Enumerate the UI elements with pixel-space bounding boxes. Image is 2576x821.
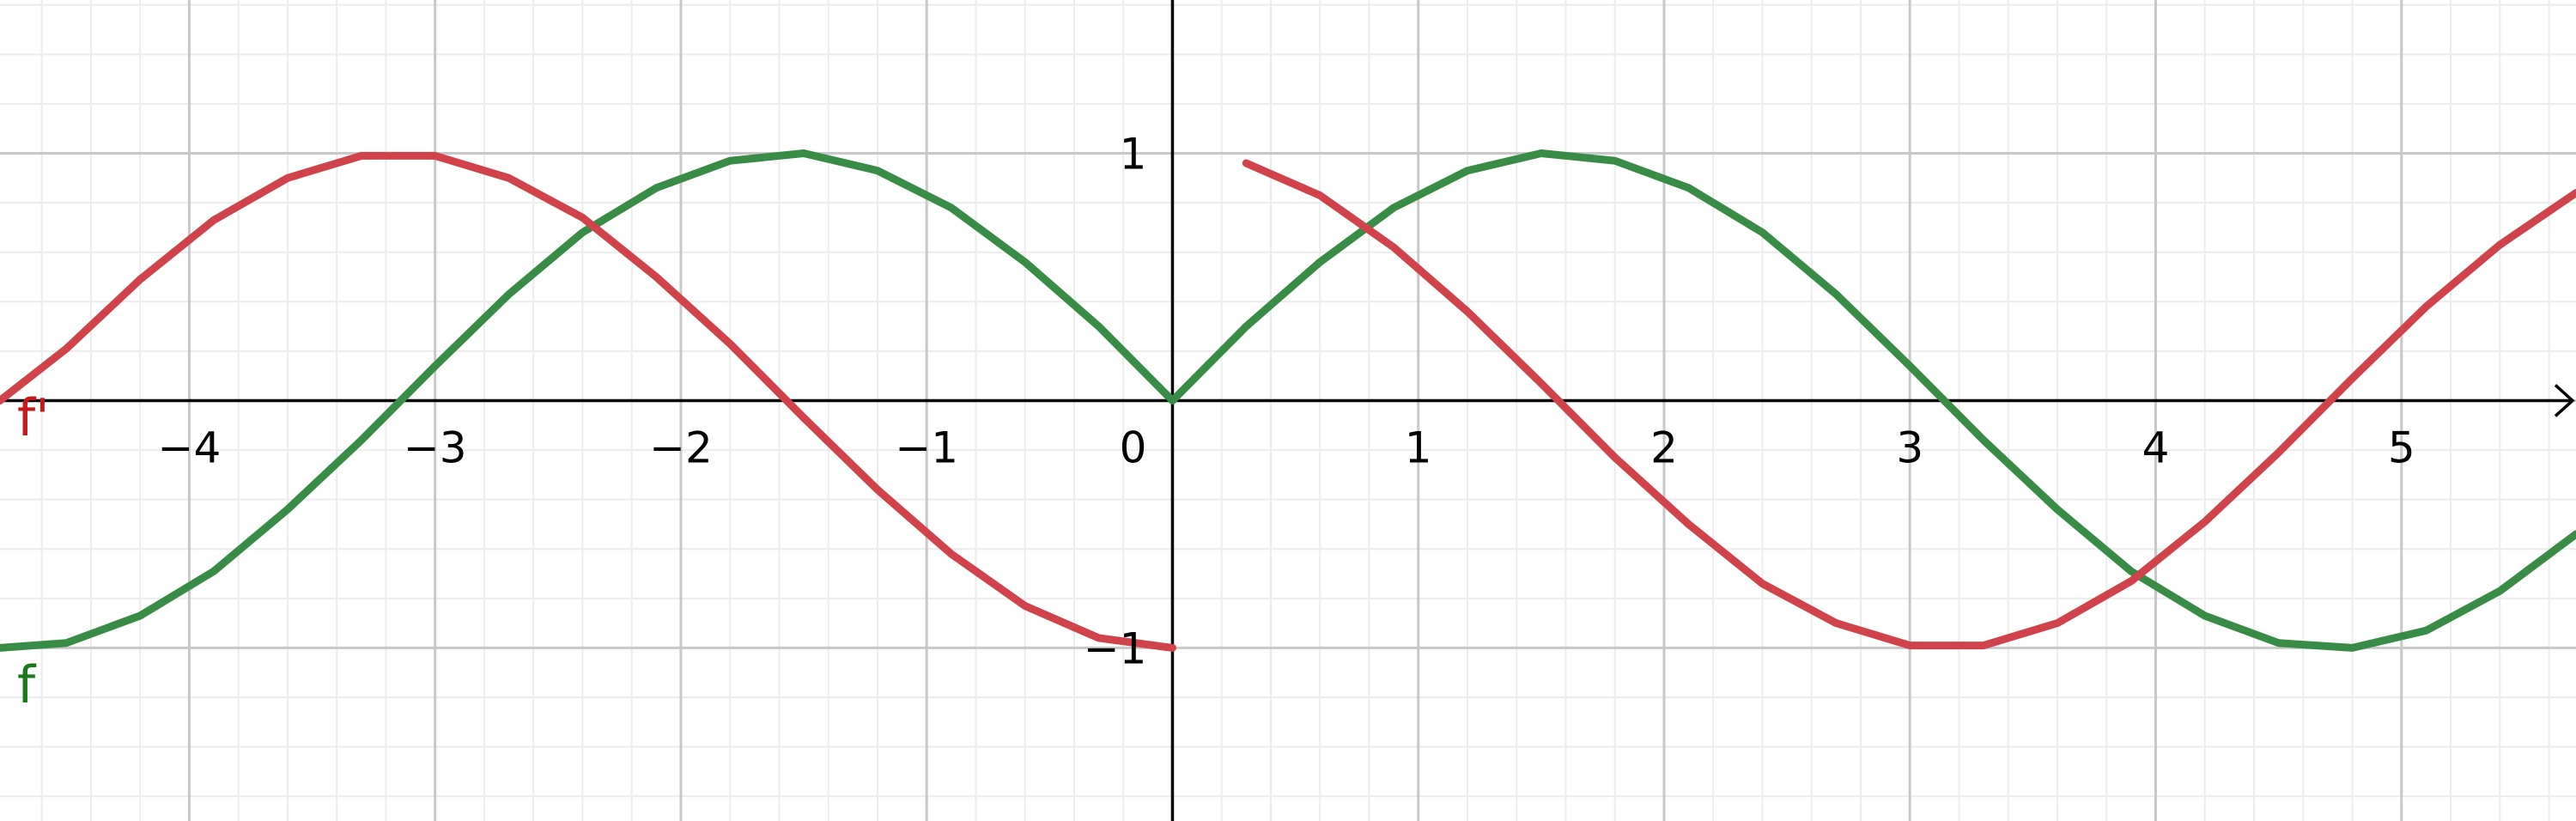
series-label-f: f xyxy=(17,655,37,715)
x-axis-arrow-icon xyxy=(2554,384,2575,417)
series-line-f-prime xyxy=(0,151,2576,652)
origin-label: 0 xyxy=(1120,423,1147,472)
series-layer xyxy=(0,149,2576,652)
series-labels: f f' xyxy=(17,388,50,715)
x-tick-label: −3 xyxy=(404,423,467,472)
tick-labels: −4 −3 −2 −1 1 2 3 4 5 0 1 −1 xyxy=(158,130,2415,674)
y-tick-label: 1 xyxy=(1120,130,1147,179)
series-line-f xyxy=(0,149,2576,652)
x-tick-label: 5 xyxy=(2388,423,2415,472)
series-label-f-prime: f' xyxy=(17,388,50,448)
x-tick-label: 1 xyxy=(1405,423,1432,472)
x-tick-label: 3 xyxy=(1896,423,1923,472)
x-tick-label: −4 xyxy=(158,423,222,472)
x-tick-label: −2 xyxy=(649,423,713,472)
x-tick-label: 2 xyxy=(1650,423,1678,472)
x-tick-label: −1 xyxy=(895,423,958,472)
y-tick-label: −1 xyxy=(1084,623,1147,673)
x-tick-label: 4 xyxy=(2142,423,2170,472)
